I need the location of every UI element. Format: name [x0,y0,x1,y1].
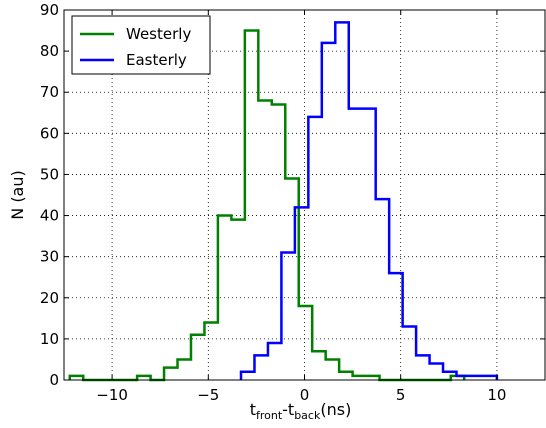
series-layer [68,21,499,382]
legend: Westerly Easterly [71,15,211,75]
axis-ticks: −10 −5 0 5 10 0 10 20 30 40 50 60 70 80 90 [40,1,545,404]
y-tick-label: 80 [40,42,59,60]
x-axis-label-mid: -t [282,400,294,419]
y-tick-label: 10 [40,330,59,348]
y-tick-label: 50 [40,165,59,183]
x-tick-label: 10 [487,386,506,404]
x-tick-label: −10 [96,386,128,404]
y-tick-label: 40 [40,207,59,225]
legend-label-westerly: Westerly [126,25,191,43]
y-tick-label: 90 [40,1,59,19]
x-axis-label-sub1: front [256,409,283,422]
legend-box [71,15,211,75]
y-tick-label: 20 [40,289,59,307]
x-axis-label-sub2: back [294,409,321,422]
y-tick-label: 30 [40,248,59,266]
x-axis-label: tfront-tback(ns) [250,400,352,422]
y-tick-label: 60 [40,124,59,142]
x-tick-label: −5 [197,386,219,404]
x-axis-label-base: t [250,400,256,419]
legend-label-easterly: Easterly [126,51,187,69]
x-axis-label-suffix: (ns) [320,400,351,419]
y-axis-label: N (au) [8,170,27,219]
x-tick-label: 0 [300,386,310,404]
x-tick-label: 5 [396,386,406,404]
y-tick-label: 0 [49,371,59,389]
series-easterly-step [239,21,499,380]
y-tick-label: 70 [40,83,59,101]
grid-lines [64,10,545,380]
